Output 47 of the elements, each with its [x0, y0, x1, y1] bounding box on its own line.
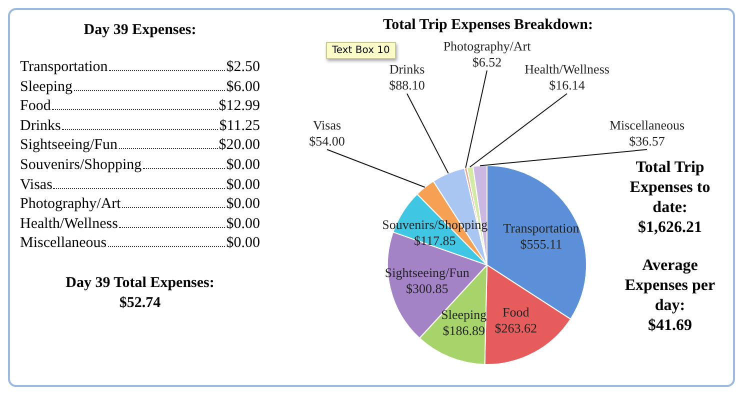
text: Text Box 10 [326, 42, 396, 59]
data-label: $555.11 [520, 236, 562, 252]
text: $12.99 [218, 98, 260, 114]
data-label: $88.10 [389, 78, 425, 93]
category-label: Miscellaneous [20, 235, 107, 252]
data-label: $263.62 [494, 320, 537, 336]
text: $52.74 [118, 294, 162, 313]
text: Average Expenses per day: [624, 256, 716, 316]
slice-label: Drinks [389, 62, 425, 77]
data-label: $54.00 [309, 134, 345, 148]
text: Total Trip Expenses to date: [628, 158, 712, 218]
text: $11.25 [219, 118, 260, 134]
category-label: Visas [20, 176, 52, 194]
data-label: $300.85 [406, 280, 448, 296]
category-label: Sightseeing/Fun [20, 137, 118, 154]
text: $41.69 [647, 316, 693, 336]
text: $0.00 [226, 156, 260, 173]
category-label: Health/Wellness [20, 216, 118, 233]
slice-label: Souvenirs/Shopping [382, 216, 488, 232]
slice-label: Food [502, 304, 530, 320]
text: $0.00 [226, 235, 260, 252]
text: Day 39 Total Expenses: [64, 274, 216, 293]
data-label: $6.52 [472, 54, 502, 70]
category-label: Souvenirs/Shopping [20, 156, 142, 174]
text: $20.00 [218, 137, 260, 154]
category-label: Transportation [20, 59, 108, 76]
category-label: Photography/Art [20, 196, 121, 214]
category-label: Food [20, 98, 51, 116]
category-label: Drinks [20, 118, 61, 135]
slice-label: Photography/Art [443, 38, 532, 54]
slice-label: Transportation [503, 220, 580, 236]
text: $2.50 [226, 59, 260, 75]
data-label: $186.89 [442, 323, 486, 338]
data-label: $117.85 [414, 232, 456, 248]
slice-label: Health/Wellness [524, 62, 610, 77]
text: Day 39 Expenses: [82, 22, 198, 39]
slice-label: Miscellaneous [609, 118, 685, 132]
chart-title: Total Trip Expenses Breakdown: [382, 17, 594, 34]
data-label: $16.14 [549, 78, 586, 93]
slice-label: Visas [312, 118, 342, 132]
category-label: Sleeping [20, 78, 72, 96]
text: $6.00 [226, 78, 260, 95]
text: $0.00 [226, 216, 260, 232]
data-label: $36.57 [629, 134, 666, 148]
text: $1,626.21 [637, 218, 703, 238]
text: $0.00 [226, 196, 260, 212]
text: $0.00 [226, 176, 260, 193]
